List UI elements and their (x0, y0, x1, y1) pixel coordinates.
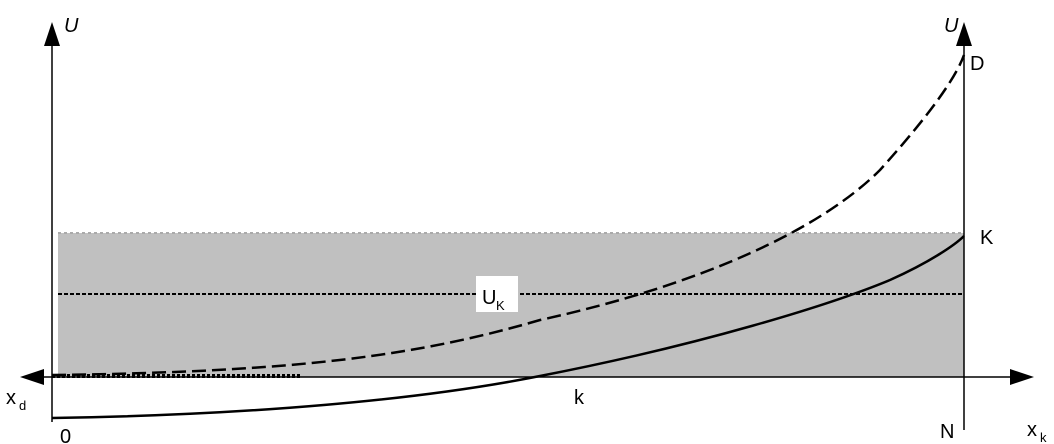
right-axis-label: U (944, 15, 959, 37)
left-axis-label: U (64, 15, 79, 37)
x-left-subscript: d (19, 398, 26, 413)
origin-label: 0 (60, 426, 71, 444)
left-horizontal-arrowhead (20, 369, 44, 385)
point-k-label: K (980, 227, 994, 249)
point-n-label: N (940, 421, 954, 443)
solid-curve (51, 235, 965, 420)
uk-label-box (476, 276, 518, 312)
x-left-label: x (6, 387, 16, 409)
band-label: U (482, 287, 496, 309)
x-right-label: x (1027, 419, 1037, 441)
right-horizontal-arrowhead (1010, 369, 1034, 385)
band-label-subscript: K (496, 298, 505, 313)
right-axis-arrowhead (956, 22, 972, 46)
x-right-subscript: k (1040, 430, 1047, 444)
mid-axis-label: k (574, 387, 585, 409)
point-d-label: D (970, 53, 984, 75)
dashed-curve (51, 54, 966, 377)
left-axis-arrowhead (44, 22, 60, 46)
